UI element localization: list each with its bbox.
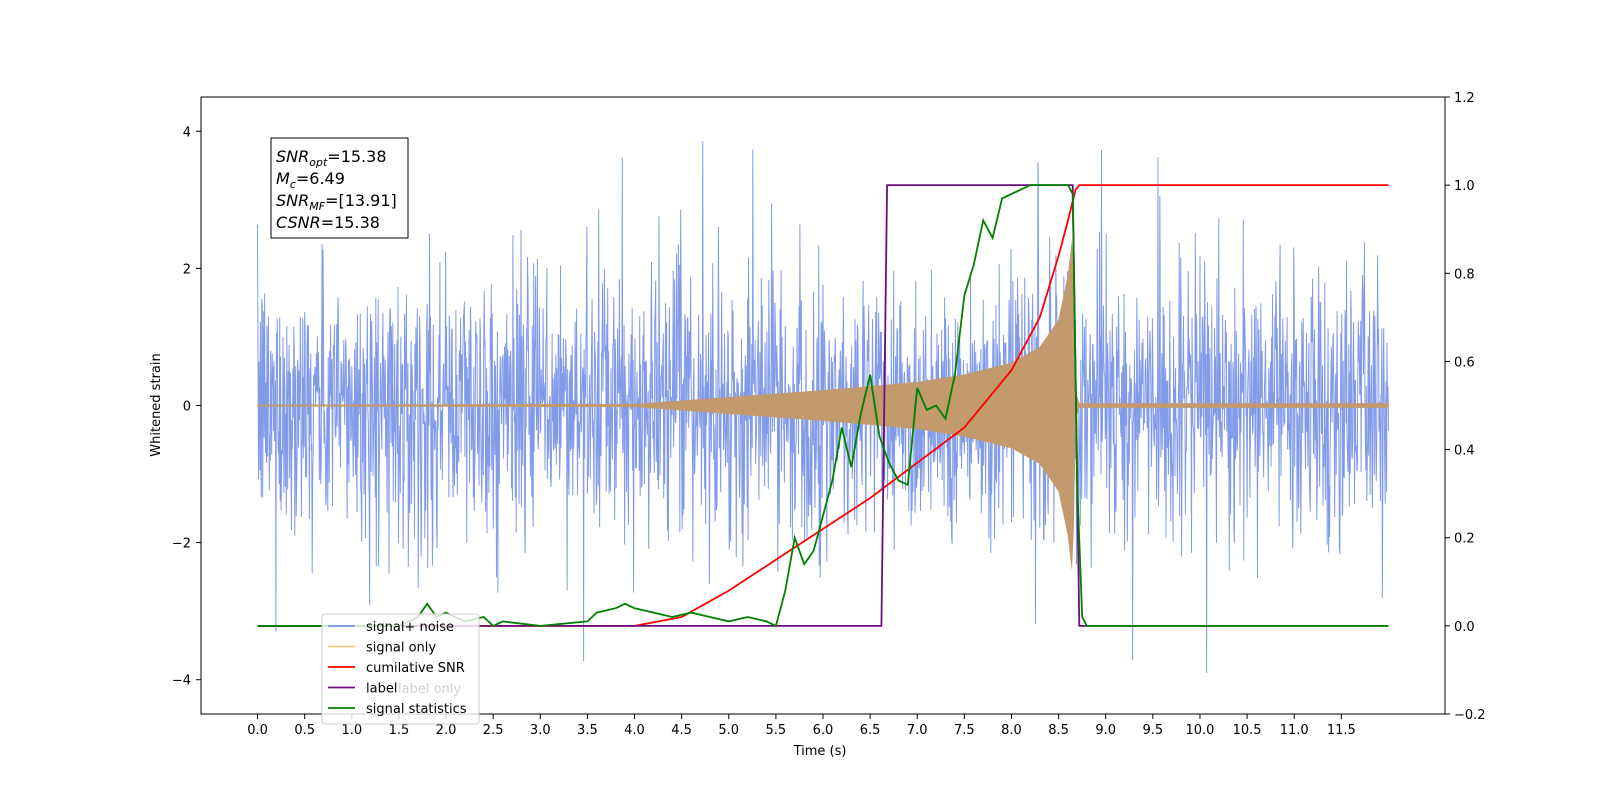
y-left-tick-label: 2 [183, 262, 191, 277]
x-tick-label: 4.0 [624, 723, 645, 738]
x-tick-label: 11.5 [1327, 723, 1356, 738]
x-tick-label: 1.0 [341, 723, 362, 738]
series-signal-only [257, 242, 1389, 569]
x-tick-label: 9.5 [1143, 723, 1164, 738]
y-left-tick-label: −4 [172, 674, 191, 689]
annotation-line: CSNR=15.38 [276, 213, 380, 232]
y-axis-right: 1.2 1.0 0.8 0.6 0.4 0.2 0.0 −0.2 [1445, 91, 1486, 723]
x-tick-label: 2.0 [436, 723, 457, 738]
x-tick-label: 7.5 [954, 723, 975, 738]
legend-entry: cumilative SNR [366, 661, 465, 676]
x-tick-label: 0.0 [247, 723, 268, 738]
x-axis: 0.0 0.5 1.0 1.5 2.0 2.5 3.0 3.5 4.0 4.5 5.0 5.5 6.0 6… [247, 714, 1356, 738]
x-tick-label: 10.5 [1233, 723, 1262, 738]
x-tick-label: 7.0 [907, 723, 928, 738]
legend-hidden-entry: label only [398, 682, 461, 697]
x-tick-label: 5.5 [766, 723, 787, 738]
x-tick-label: 6.0 [813, 723, 834, 738]
x-tick-label: 9.0 [1095, 723, 1116, 738]
series-signal-statistics [257, 184, 1389, 628]
x-tick-label: 3.5 [577, 723, 598, 738]
legend-entry: signal statistics [366, 702, 467, 717]
y-right-tick-label: −0.2 [1454, 708, 1486, 723]
legend-entry: label [366, 682, 397, 697]
y-right-tick-label: 0.8 [1454, 267, 1475, 282]
annotation-line: SNRMF=[13.91] [276, 191, 397, 213]
y-left-tick-label: 0 [183, 400, 191, 415]
y-right-tick-label: 1.0 [1454, 179, 1475, 194]
legend-entry: signal only [366, 641, 436, 656]
x-tick-label: 1.5 [389, 723, 410, 738]
legend-entry: signal+ noise [366, 620, 454, 635]
series-signal-noise [257, 141, 1389, 673]
y-left-tick-label: −2 [172, 537, 191, 552]
x-tick-label: 3.0 [530, 723, 551, 738]
y-left-tick-label: 4 [183, 125, 191, 140]
x-tick-label: 8.0 [1001, 723, 1022, 738]
annotation-line: SNRopt=15.38 [276, 147, 387, 169]
y-axis-left: 4 2 0 −2 −4 [172, 125, 201, 689]
x-tick-label: 6.5 [860, 723, 881, 738]
y-right-tick-label: 1.2 [1454, 91, 1475, 106]
legend: signal+ noise signal only cumilative SNR la… [321, 613, 480, 725]
x-tick-label: 8.5 [1048, 723, 1069, 738]
y-right-tick-label: 0.0 [1454, 620, 1475, 635]
x-tick-label: 2.5 [483, 723, 504, 738]
x-tick-label: 4.5 [671, 723, 692, 738]
y-axis-label: Whitened strain [149, 353, 164, 456]
annotation-line: Mc=6.49 [276, 169, 345, 191]
metrics-annotation-box: SNRopt=15.38Mc=6.49SNRMF=[13.91]CSNR=15.… [270, 137, 409, 239]
x-tick-label: 10.0 [1185, 723, 1214, 738]
series-cumulative-snr [257, 184, 1389, 627]
x-tick-label: 5.0 [718, 723, 739, 738]
x-axis-label: Time (s) [793, 744, 847, 759]
y-right-tick-label: 0.4 [1454, 444, 1475, 459]
x-tick-label: 11.0 [1280, 723, 1309, 738]
x-tick-label: 0.5 [294, 723, 315, 738]
y-right-tick-label: 0.6 [1454, 355, 1475, 370]
y-right-tick-label: 0.2 [1454, 532, 1475, 547]
annotation-frame [270, 137, 409, 239]
legend-frame [321, 613, 480, 725]
